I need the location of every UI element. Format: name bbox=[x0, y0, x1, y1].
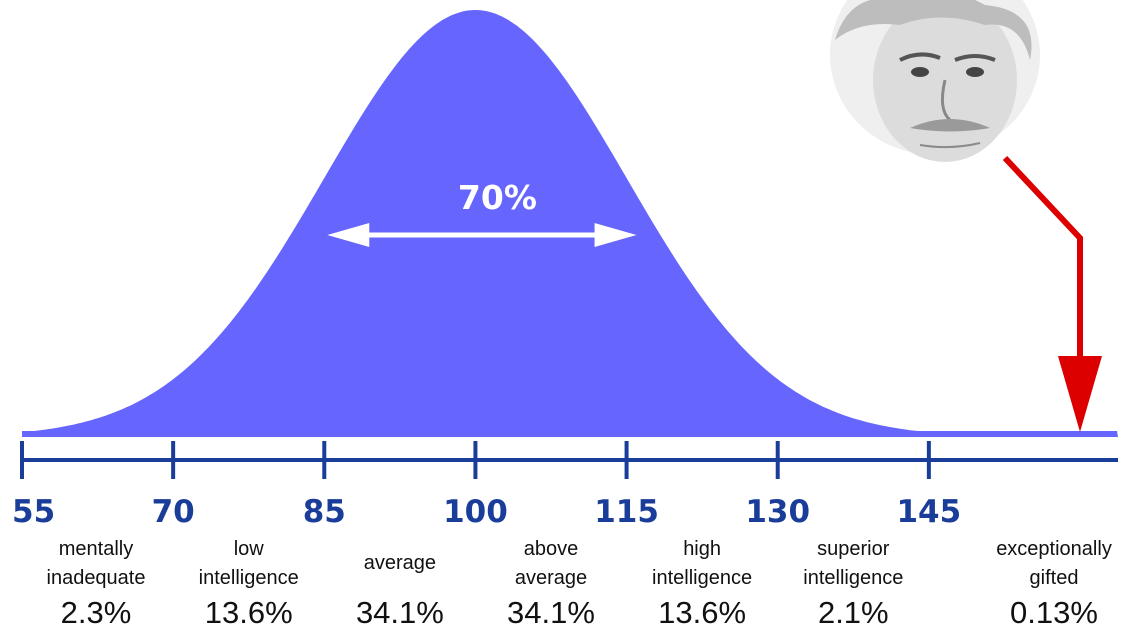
tick-label-70: 70 bbox=[152, 494, 195, 530]
category-label-line: intelligence bbox=[652, 567, 752, 589]
category-label-line: intelligence bbox=[199, 567, 299, 589]
tick-label-130: 130 bbox=[745, 494, 810, 530]
category-label-line: mentally bbox=[59, 538, 133, 560]
category-label-line: inadequate bbox=[47, 567, 146, 589]
category-label-line: exceptionally bbox=[996, 538, 1112, 560]
category-2: average 34.1% bbox=[356, 552, 444, 630]
category-label-line: average bbox=[364, 552, 436, 574]
category-label-line: low bbox=[234, 538, 265, 560]
category-label-line: gifted bbox=[1030, 567, 1079, 589]
tick-label-85: 85 bbox=[303, 494, 346, 530]
x-axis-ticks bbox=[20, 441, 931, 479]
annotation-arrowhead-right bbox=[594, 223, 637, 247]
category-percent: 13.6% bbox=[205, 595, 293, 630]
category-percent: 2.1% bbox=[818, 595, 889, 630]
range-annotation: 70% bbox=[327, 178, 637, 247]
annotation-arrowhead-left bbox=[327, 223, 370, 247]
category-label-line: superior bbox=[817, 538, 890, 560]
tick-label-100: 100 bbox=[443, 494, 508, 530]
tick-label-115: 115 bbox=[594, 494, 659, 530]
category-percent: 34.1% bbox=[356, 595, 444, 630]
scientist-portrait-image bbox=[830, 0, 1040, 162]
category-labels: mentally inadequate 2.3% low intelligence 13.… bbox=[47, 538, 1112, 630]
bell-curve-area bbox=[22, 10, 1118, 437]
marker-arrow-line bbox=[1002, 155, 1083, 360]
category-label-line: above bbox=[524, 538, 579, 560]
category-percent: 0.13% bbox=[1010, 595, 1098, 630]
category-5: superior intelligence 2.1% bbox=[803, 538, 903, 630]
x-axis: 55 70 85 100 115 130 145 bbox=[12, 441, 1118, 530]
category-label-line: high bbox=[683, 538, 721, 560]
category-percent: 34.1% bbox=[507, 595, 595, 630]
category-0: mentally inadequate 2.3% bbox=[47, 538, 146, 630]
annotation-label: 70% bbox=[458, 178, 537, 217]
category-label-line: intelligence bbox=[803, 567, 903, 589]
x-axis-tick-labels: 55 70 85 100 115 130 145 bbox=[12, 494, 961, 530]
gifted-marker-arrow bbox=[1002, 155, 1102, 432]
marker-arrowhead bbox=[1058, 356, 1102, 432]
category-percent: 2.3% bbox=[61, 595, 132, 630]
tick-label-55: 55 bbox=[12, 494, 55, 530]
category-6: exceptionally gifted 0.13% bbox=[996, 538, 1112, 630]
category-percent: 13.6% bbox=[658, 595, 746, 630]
category-label-line: average bbox=[515, 567, 587, 589]
category-4: high intelligence 13.6% bbox=[652, 538, 752, 630]
tick-label-145: 145 bbox=[896, 494, 961, 530]
category-1: low intelligence 13.6% bbox=[199, 538, 299, 630]
category-3: above average 34.1% bbox=[507, 538, 595, 630]
